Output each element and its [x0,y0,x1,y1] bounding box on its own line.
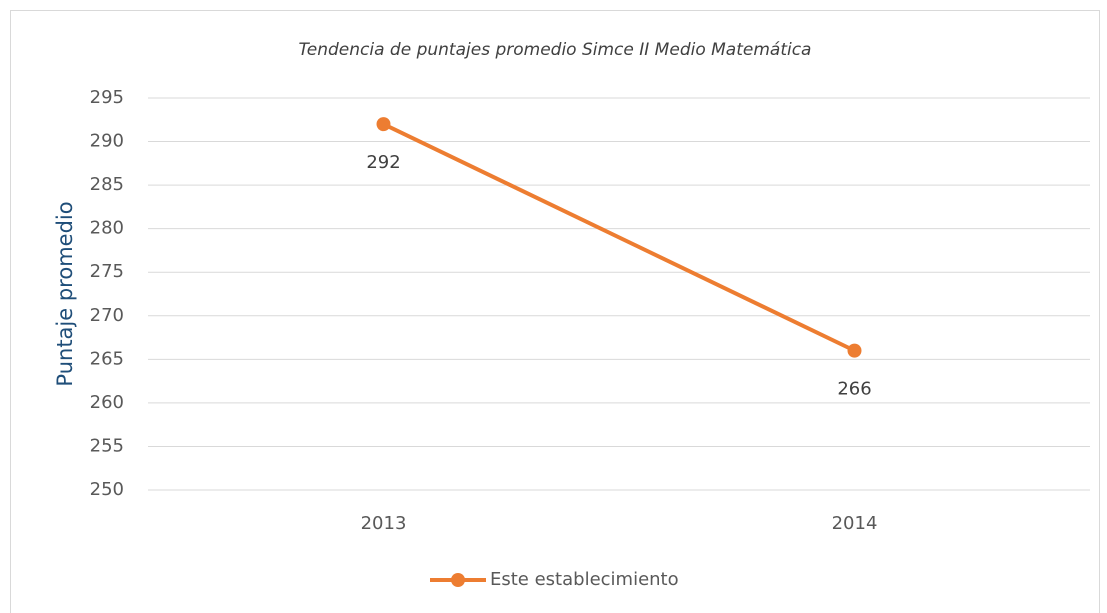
chart-frame [10,10,1100,613]
legend-marker [451,573,465,587]
y-tick-label: 295 [90,87,124,108]
y-axis-label: Puntaje promedio [53,201,77,386]
x-tick-label: 2014 [832,513,878,534]
x-tick-label: 2013 [361,513,407,534]
point-marker [847,343,862,358]
y-tick-label: 285 [90,174,124,195]
data-label: 292 [366,152,400,173]
y-tick-label: 250 [90,479,124,500]
point-marker [376,117,391,132]
legend-label: Este establecimiento [490,569,679,590]
y-tick-label: 280 [90,218,124,239]
y-tick-label: 290 [90,131,124,152]
y-tick-label: 255 [90,435,124,456]
series-line [382,122,856,353]
data-label: 266 [837,379,871,400]
y-tick-label: 260 [90,392,124,413]
y-tick-label: 270 [90,305,124,326]
chart-title: Tendencia de puntajes promedio Simce II … [299,40,812,60]
y-tick-label: 275 [90,261,124,282]
y-tick-label: 265 [90,348,124,369]
